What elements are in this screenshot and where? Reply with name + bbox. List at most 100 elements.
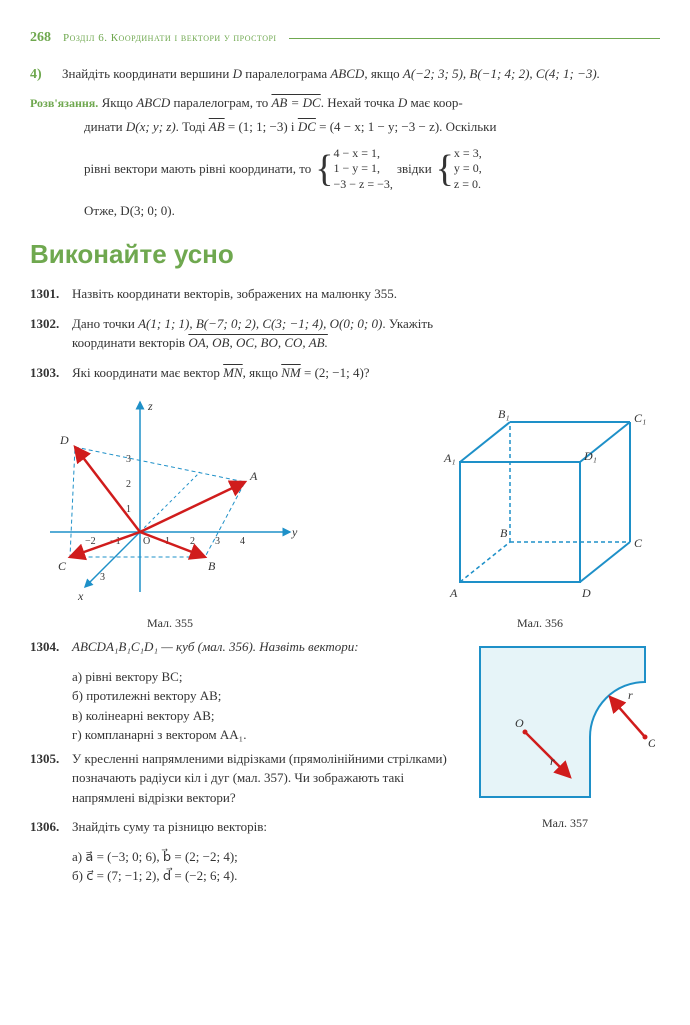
problem-number: 1305. bbox=[30, 749, 72, 808]
svg-text:D: D bbox=[59, 433, 69, 447]
svg-text:−2: −2 bbox=[85, 536, 96, 547]
text: . Тоді bbox=[176, 119, 209, 134]
vec: DC bbox=[298, 119, 316, 134]
vec: NM bbox=[281, 365, 301, 380]
caption: Мал. 357 bbox=[470, 816, 660, 831]
svg-text:A: A bbox=[449, 586, 458, 600]
text: = (2; −1; 4)? bbox=[301, 365, 370, 380]
example-number: 4) bbox=[30, 64, 62, 85]
text: ABCDA₁B₁C₁D₁ — куб (мал. 356). Назвіть в… bbox=[72, 639, 359, 654]
fig357-svg: O O r r bbox=[470, 637, 655, 812]
text: ABCD bbox=[136, 95, 170, 110]
text: Дано точки bbox=[72, 316, 138, 331]
vec: AB = DC bbox=[271, 95, 320, 110]
svg-text:C: C bbox=[58, 559, 67, 573]
text: паралелограма bbox=[242, 66, 330, 81]
caption: Мал. 356 bbox=[420, 616, 660, 631]
text: D(x; y; z) bbox=[126, 119, 176, 134]
text: . Укажіть bbox=[382, 316, 433, 331]
figure-355: 1234 −1−2 123 3 O A B C D z y x bbox=[30, 392, 310, 631]
solution-line4: Отже, D(3; 0; 0). bbox=[84, 201, 660, 222]
text: = (1; 1; −3) і bbox=[225, 119, 298, 134]
problem-1304: 1304. ABCDA₁B₁C₁D₁ — куб (мал. 356). Наз… bbox=[30, 637, 460, 657]
chapter-title: Розділ 6. Координати і вектори у простор… bbox=[63, 32, 277, 44]
fig356-svg: A B C D A₁ B₁ C₁ D₁ bbox=[420, 392, 660, 612]
svg-text:C: C bbox=[634, 536, 643, 550]
svg-text:3: 3 bbox=[215, 536, 220, 547]
svg-text:O: O bbox=[143, 536, 150, 547]
svg-text:r: r bbox=[628, 688, 633, 702]
svg-text:2: 2 bbox=[126, 479, 131, 490]
svg-text:B: B bbox=[500, 526, 508, 540]
text: = (4 − x; 1 − y; −3 − z). Оскільки bbox=[316, 119, 497, 134]
sub-a: а) рівні вектору BC; bbox=[72, 667, 460, 687]
text: Які координати має вектор bbox=[72, 365, 223, 380]
text: Якщо bbox=[98, 95, 136, 110]
body: ABCDA₁B₁C₁D₁ — куб (мал. 356). Назвіть в… bbox=[72, 637, 460, 657]
eq: 4 − x = 1, bbox=[333, 146, 392, 162]
eq: 1 − y = 1, bbox=[333, 161, 392, 177]
svg-text:z: z bbox=[147, 399, 153, 413]
text: Отже, D(3; 0; 0). bbox=[84, 203, 175, 218]
solution-line2: динати D(x; y; z). Тоді AB = (1; 1; −3) … bbox=[84, 117, 660, 138]
figure-356: A B C D A₁ B₁ C₁ D₁ Мал. 356 bbox=[420, 392, 660, 631]
svg-text:B: B bbox=[208, 559, 216, 573]
fig355-svg: 1234 −1−2 123 3 O A B C D z y x bbox=[30, 392, 310, 612]
vec: MN bbox=[223, 365, 243, 380]
example-4: 4) Знайдіть координати вершини D паралел… bbox=[30, 64, 660, 85]
problem-1306: 1306. Знайдіть суму та різницю векторів: bbox=[30, 817, 460, 837]
text: паралелограм, то bbox=[170, 95, 271, 110]
sub-b: б) протилежні вектору AB; bbox=[72, 686, 460, 706]
problem-1305: 1305. У кресленні напрямленими відрізкам… bbox=[30, 749, 460, 808]
pts: A(1; 1; 1), B(−7; 0; 2), C(3; −1; 4), O(… bbox=[138, 316, 382, 331]
system-1: { 4 − x = 1, 1 − y = 1, −3 − z = −3, bbox=[315, 146, 393, 193]
bottom-block: 1304. ABCDA₁B₁C₁D₁ — куб (мал. 356). Наз… bbox=[30, 637, 660, 886]
svg-text:r: r bbox=[550, 754, 555, 768]
svg-text:C₁: C₁ bbox=[634, 411, 646, 425]
svg-text:y: y bbox=[291, 525, 298, 539]
text: координати векторів bbox=[72, 335, 188, 350]
solution-block: Розв'язання. Якщо ABCD паралелограм, то … bbox=[30, 95, 660, 111]
svg-text:D: D bbox=[581, 586, 591, 600]
svg-text:O: O bbox=[648, 736, 655, 750]
svg-text:A: A bbox=[249, 469, 258, 483]
sub-c: в) колінеарні вектору AB; bbox=[72, 706, 460, 726]
var: D bbox=[233, 66, 242, 81]
eq: z = 0. bbox=[454, 177, 482, 193]
text: ABCD bbox=[330, 66, 364, 81]
system-2: { x = 3, y = 0, z = 0. bbox=[436, 146, 482, 193]
svg-text:A₁: A₁ bbox=[443, 451, 456, 465]
text: звідки bbox=[397, 159, 432, 180]
svg-text:B₁: B₁ bbox=[498, 407, 510, 421]
oral-section-title: Виконайте усно bbox=[30, 239, 660, 270]
vecs: OA, OB, OC, BO, CO, AB. bbox=[188, 335, 328, 350]
eq: −3 − z = −3, bbox=[333, 177, 392, 193]
body: У кресленні напрямленими відрізками (пря… bbox=[72, 749, 460, 808]
caption: Мал. 355 bbox=[30, 616, 310, 631]
problem-number: 1301. bbox=[30, 284, 72, 304]
figure-357: O O r r Мал. 357 bbox=[470, 637, 660, 886]
problem-1301: 1301. Назвіть координати векторів, зобра… bbox=[30, 284, 660, 304]
body: Знайдіть суму та різницю векторів: bbox=[72, 817, 460, 837]
text: динати bbox=[84, 119, 126, 134]
page-number: 268 bbox=[30, 30, 51, 46]
body: Назвіть координати векторів, зображених … bbox=[72, 284, 660, 304]
sub-b: б) c⃗ = (7; −1; 2), d⃗ = (−2; 6; 4). bbox=[72, 866, 460, 886]
figures-row: 1234 −1−2 123 3 O A B C D z y x bbox=[30, 392, 660, 631]
svg-text:4: 4 bbox=[240, 536, 245, 547]
svg-text:2: 2 bbox=[190, 536, 195, 547]
header-rule bbox=[289, 38, 660, 39]
svg-text:x: x bbox=[77, 589, 84, 603]
problem-number: 1302. bbox=[30, 314, 72, 353]
text: рівні вектори мають рівні координати, то bbox=[84, 159, 311, 180]
problem-number: 1303. bbox=[30, 363, 72, 383]
text: , якщо bbox=[243, 365, 282, 380]
text: має коор- bbox=[407, 95, 462, 110]
eq: y = 0, bbox=[454, 161, 482, 177]
text: . Нехай точка bbox=[321, 95, 398, 110]
svg-text:D₁: D₁ bbox=[583, 449, 597, 463]
points: A(−2; 3; 5), B(−1; 4; 2), C(4; 1; −3). bbox=[403, 66, 600, 81]
problem-number: 1304. bbox=[30, 637, 72, 657]
svg-text:3: 3 bbox=[126, 454, 131, 465]
problem-1303: 1303. Які координати має вектор MN, якщо… bbox=[30, 363, 660, 383]
